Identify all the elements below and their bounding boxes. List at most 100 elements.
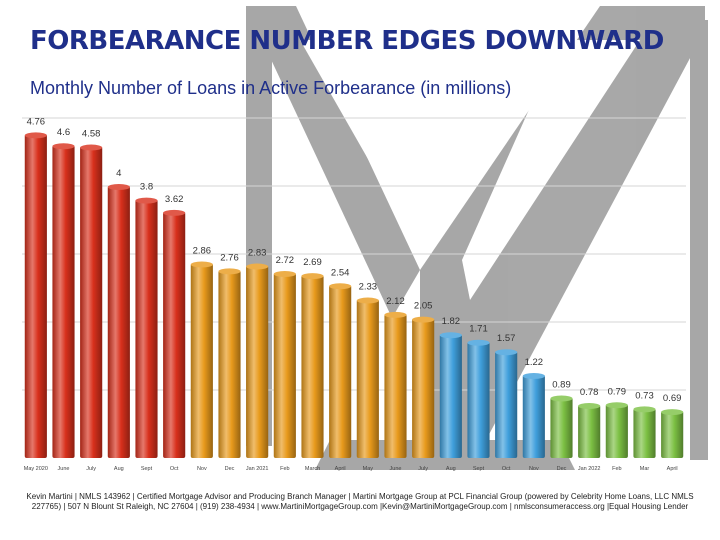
bar-cap <box>439 332 462 339</box>
bar-cap <box>550 395 573 402</box>
bar-cap <box>163 209 186 216</box>
x-tick-label: Dec <box>225 466 235 472</box>
x-tick-label: April <box>335 466 346 472</box>
bar <box>218 270 241 458</box>
x-tick-label: Jan 2022 <box>578 466 601 472</box>
bar-cap <box>578 402 601 409</box>
x-tick-label: June <box>390 466 402 472</box>
data-label: 2.69 <box>303 257 322 268</box>
bar-cap <box>633 406 656 413</box>
bar-cap <box>329 283 352 290</box>
x-tick-label: July <box>418 466 428 472</box>
bar <box>605 404 628 458</box>
x-tick-label: Sept <box>141 466 153 472</box>
chart-subtitle: Monthly Number of Loans in Active Forbea… <box>30 78 512 98</box>
x-tick-label: April <box>667 466 678 472</box>
bar <box>135 199 158 458</box>
bar <box>495 351 518 458</box>
data-label: 2.83 <box>248 248 267 259</box>
bar <box>107 186 130 458</box>
data-label: 2.86 <box>193 246 212 257</box>
bar-cap <box>301 273 324 280</box>
x-tick-label: May <box>363 466 374 472</box>
bar <box>522 375 545 458</box>
bar <box>80 146 103 458</box>
footer-line-1: Kevin Martini | NMLS 143962 | Certified … <box>26 492 694 501</box>
data-label: 1.57 <box>497 333 516 344</box>
x-tick-label: Sept <box>473 466 485 472</box>
bar <box>550 397 573 458</box>
x-tick-label: Aug <box>446 466 456 472</box>
bar-cap <box>356 297 379 304</box>
chart-title: FORBEARANCE NUMBER EDGES DOWNWARD <box>30 26 664 56</box>
x-tick-label: March <box>305 466 320 472</box>
data-label: 2.72 <box>276 255 295 266</box>
bar-cap <box>218 268 241 275</box>
x-tick-label: May 2020 <box>24 466 48 472</box>
x-tick-label: Feb <box>280 466 289 472</box>
data-label: 2.05 <box>414 301 433 312</box>
x-tick-label: Aug <box>114 466 124 472</box>
x-tick-label: Oct <box>170 466 179 472</box>
bar-cap <box>80 144 103 151</box>
x-tick-label: July <box>86 466 96 472</box>
bar <box>52 145 75 458</box>
bar-cap <box>605 402 628 409</box>
bar <box>24 134 47 458</box>
bar <box>467 341 490 458</box>
bar <box>578 404 601 458</box>
data-label: 4.58 <box>82 129 101 140</box>
bar-cap <box>522 373 545 380</box>
bar-cap <box>246 263 269 270</box>
x-tick-label: Jan 2021 <box>246 466 269 472</box>
bar <box>439 334 462 458</box>
bar <box>301 275 324 458</box>
bar-cap <box>661 409 684 416</box>
bar-cap <box>107 184 130 190</box>
data-label: 0.78 <box>580 387 599 398</box>
bar-cap <box>24 132 47 139</box>
data-label: 0.79 <box>608 386 627 397</box>
data-label: 3.8 <box>140 182 153 193</box>
data-label: 2.54 <box>331 267 350 278</box>
bar <box>246 265 269 458</box>
x-tick-label: Mar <box>640 466 650 472</box>
bar <box>329 285 352 458</box>
data-label: 4 <box>116 168 121 179</box>
x-tick-label: June <box>58 466 70 472</box>
x-tick-label: Nov <box>197 466 207 472</box>
bar-cap <box>412 316 435 323</box>
data-label: 4.6 <box>57 127 70 138</box>
bar <box>661 411 684 458</box>
x-tick-label: Dec <box>557 466 567 472</box>
footer-line-2: 227765) | 507 N Blount St Raleigh, NC 27… <box>31 502 689 511</box>
bar-cap <box>495 349 518 356</box>
bar <box>190 263 213 458</box>
x-tick-label: Feb <box>612 466 621 472</box>
data-label: 2.33 <box>359 282 378 293</box>
bar-cap <box>52 143 75 150</box>
bar <box>384 313 407 458</box>
bar-cap <box>135 197 158 204</box>
bar-cap <box>467 339 490 346</box>
x-tick-label: Oct <box>502 466 511 472</box>
bar <box>356 299 379 458</box>
bar-cap <box>273 271 296 278</box>
data-label: 0.89 <box>552 379 571 390</box>
bar <box>633 408 656 458</box>
footer-disclaimer: Kevin Martini | NMLS 143962 | Certified … <box>18 492 702 512</box>
data-label: 0.73 <box>635 390 654 401</box>
data-label: 0.69 <box>663 393 682 404</box>
bar <box>163 211 186 458</box>
data-label: 4.76 <box>27 116 46 127</box>
x-tick-label: Nov <box>529 466 539 472</box>
data-label: 3.62 <box>165 194 184 205</box>
data-label: 2.12 <box>386 296 405 307</box>
bar <box>412 318 435 458</box>
data-label: 1.82 <box>442 316 461 327</box>
data-label: 2.76 <box>220 252 239 263</box>
bar <box>273 273 296 458</box>
bar-cap <box>190 261 213 268</box>
